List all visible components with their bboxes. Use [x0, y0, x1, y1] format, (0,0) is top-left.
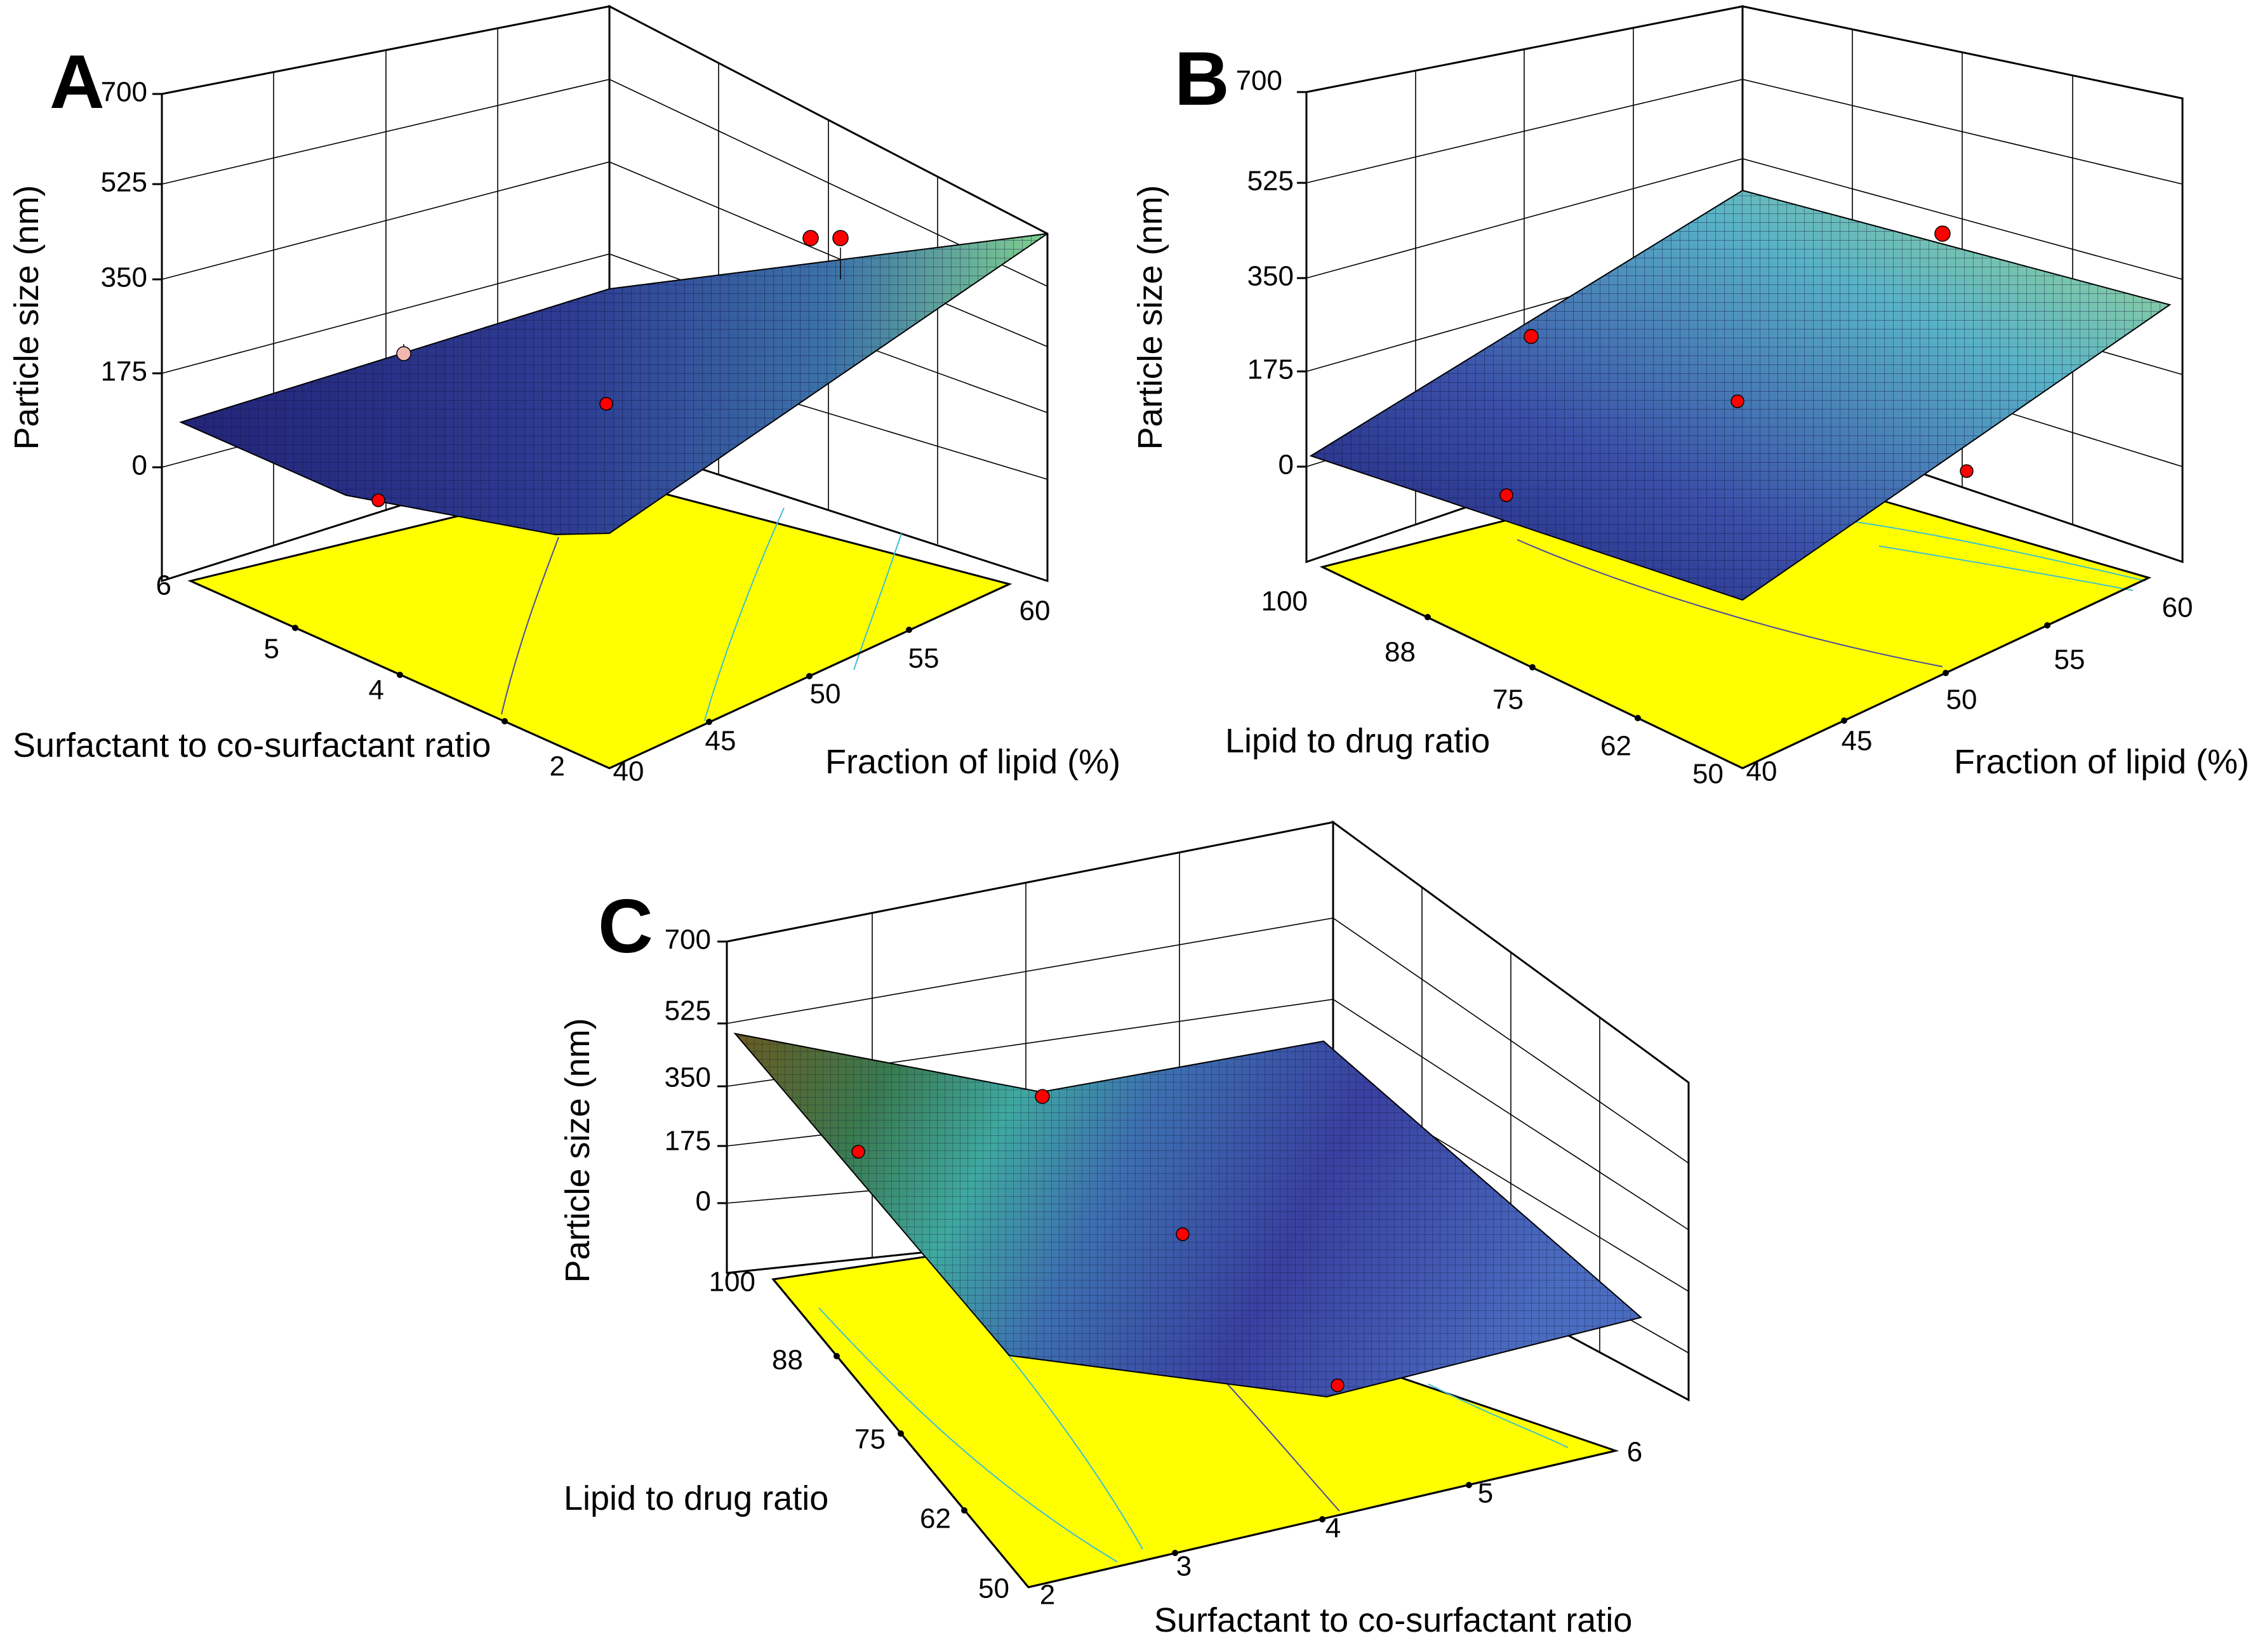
design-point	[371, 493, 385, 507]
panel-a-y-axis: 6 5 4 2 Surfactant to co-surfactant rati…	[13, 570, 610, 782]
y-tick-label: 75	[854, 1424, 886, 1455]
x-axis-label: Surfactant to co-surfactant ratio	[1154, 1601, 1632, 1639]
z-axis-label: Particle size (nm)	[8, 185, 46, 450]
design-point	[396, 346, 411, 361]
panel-a-x-axis: 40 45 50 55 60 Fraction of lipid (%)	[609, 583, 1120, 787]
x-tick-label: 55	[2054, 644, 2085, 676]
y-tick-label: 6	[156, 570, 171, 601]
x-tick-label: 60	[2162, 592, 2193, 623]
z-tick-label: 175	[101, 356, 147, 387]
y-tick-label: 50	[978, 1573, 1009, 1604]
y-axis-label: Lipid to drug ratio	[1225, 722, 1490, 760]
y-axis-label: Lipid to drug ratio	[564, 1479, 828, 1517]
panel-a: A	[8, 4, 1120, 787]
z-tick-label: 350	[665, 1062, 711, 1093]
z-tick-label: 350	[101, 262, 147, 293]
x-tick-label: 50	[1946, 684, 1977, 716]
x-tick-label: 45	[1842, 726, 1873, 757]
x-tick-label: 55	[908, 643, 940, 674]
panel-label-b: B	[1174, 36, 1230, 121]
y-tick-label: 88	[1385, 637, 1416, 668]
design-point	[1524, 329, 1539, 344]
z-axis-label: Particle size (nm)	[1131, 185, 1169, 450]
y-tick-label: 62	[1600, 731, 1631, 762]
z-tick-label: 525	[101, 167, 147, 198]
panel-c-x-axis: 2 3 4 5 6 Surfactant to co-surfactant ra…	[1028, 1437, 1642, 1639]
z-tick-label: 0	[132, 450, 147, 481]
panel-b: B 700 525 350	[1131, 5, 2249, 790]
z-tick-label: 700	[101, 77, 147, 108]
design-point	[1499, 488, 1513, 502]
design-point	[599, 397, 613, 411]
y-tick-label: 100	[1261, 586, 1308, 617]
design-point	[1730, 394, 1744, 408]
x-tick-label: 50	[810, 679, 841, 710]
panel-b-z-axis: 700 525 350 175 0 Particle size (nm)	[1131, 65, 1308, 481]
z-tick-label: 700	[665, 924, 711, 956]
y-tick-label: 62	[920, 1503, 951, 1535]
x-tick-label: 4	[1325, 1513, 1341, 1544]
x-axis-label: Fraction of lipid (%)	[825, 743, 1120, 781]
y-tick-label: 5	[264, 634, 279, 665]
y-tick-label: 50	[1692, 759, 1724, 790]
design-point	[851, 1145, 865, 1159]
z-tick-label: 0	[1279, 450, 1294, 481]
x-tick-label: 60	[1020, 596, 1051, 627]
x-tick-label: 6	[1627, 1437, 1642, 1468]
y-tick-label: 88	[772, 1345, 803, 1376]
panel-b-design-points	[1499, 225, 1974, 502]
design-point	[1331, 1378, 1345, 1392]
panel-c-surface-mesh	[735, 1034, 1641, 1397]
x-tick-label: 45	[705, 726, 736, 757]
design-point	[1934, 225, 1951, 242]
x-tick-label: 40	[613, 756, 644, 787]
panel-b-floor-contours	[1517, 520, 2146, 667]
panel-label-c: C	[598, 884, 653, 969]
panel-c-y-axis: 100 88 75 62 50 Lipid to drug ratio	[564, 1267, 1030, 1604]
design-point	[1035, 1089, 1050, 1104]
panel-a-design-points	[371, 230, 849, 507]
z-tick-label: 175	[1247, 354, 1294, 385]
panel-a-surface-mesh	[181, 234, 1047, 535]
y-axis-label: Surfactant to co-surfactant ratio	[13, 726, 491, 764]
design-point	[1176, 1227, 1190, 1241]
design-point	[832, 230, 849, 246]
z-tick-label: 700	[1236, 65, 1282, 97]
x-tick-label: 2	[1040, 1580, 1055, 1611]
x-tick-label: 40	[1746, 756, 1777, 787]
z-tick-label: 350	[1247, 261, 1294, 292]
panel-a-floor-contours	[501, 507, 902, 721]
y-tick-label: 2	[550, 751, 565, 782]
y-tick-label: 75	[1492, 684, 1524, 716]
panel-c: C 700 525 350	[559, 820, 1690, 1639]
y-tick-label: 100	[709, 1267, 755, 1298]
z-axis-label: Particle size (nm)	[559, 1018, 597, 1282]
panel-b-x-axis: 40 45 50 55 60 Fraction of lipid (%)	[1742, 576, 2249, 787]
z-tick-label: 525	[1247, 166, 1294, 197]
z-tick-label: 0	[696, 1186, 711, 1217]
panel-a-z-axis: 700 525 350 175 0 Particle size (nm)	[8, 77, 163, 481]
x-axis-label: Fraction of lipid (%)	[1954, 743, 2249, 781]
panel-label-a: A	[50, 39, 105, 124]
z-tick-label: 525	[665, 996, 711, 1027]
panel-c-design-points	[851, 1089, 1345, 1392]
x-tick-label: 5	[1478, 1478, 1493, 1509]
panel-b-y-axis: 100 88 75 62 50 Lipid to drug ratio	[1225, 566, 1743, 790]
y-tick-label: 4	[369, 675, 384, 706]
design-point	[802, 230, 819, 246]
x-tick-label: 3	[1176, 1551, 1192, 1582]
panel-c-z-axis: 700 525 350 175 0 Particle size (nm)	[559, 924, 728, 1283]
design-point	[1960, 464, 1974, 478]
z-tick-label: 175	[665, 1126, 711, 1157]
